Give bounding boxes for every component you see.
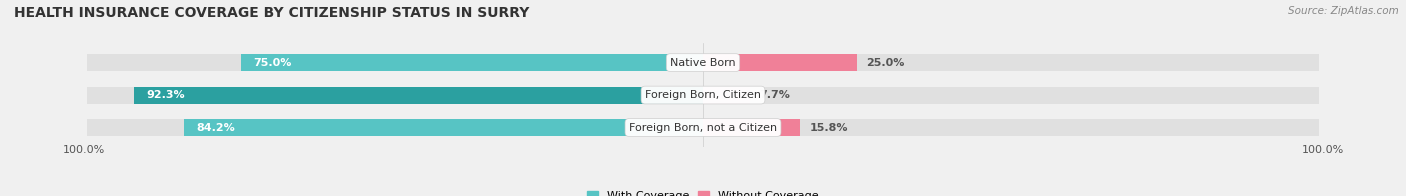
Bar — [703, 87, 751, 103]
Bar — [87, 119, 1319, 136]
Bar — [87, 54, 1319, 71]
Text: 7.7%: 7.7% — [759, 90, 790, 100]
Text: 100.0%: 100.0% — [62, 145, 104, 155]
Text: 92.3%: 92.3% — [146, 90, 186, 100]
Text: Foreign Born, not a Citizen: Foreign Born, not a Citizen — [628, 122, 778, 132]
Text: 25.0%: 25.0% — [866, 58, 904, 68]
Text: 15.8%: 15.8% — [810, 122, 848, 132]
Text: Foreign Born, Citizen: Foreign Born, Citizen — [645, 90, 761, 100]
Bar — [135, 87, 703, 103]
Bar — [87, 87, 1319, 103]
Text: 75.0%: 75.0% — [253, 58, 291, 68]
Bar — [703, 54, 858, 71]
Bar — [240, 54, 703, 71]
Text: HEALTH INSURANCE COVERAGE BY CITIZENSHIP STATUS IN SURRY: HEALTH INSURANCE COVERAGE BY CITIZENSHIP… — [14, 6, 530, 20]
Text: 84.2%: 84.2% — [197, 122, 235, 132]
Bar — [184, 119, 703, 136]
Legend: With Coverage, Without Coverage: With Coverage, Without Coverage — [582, 187, 824, 196]
Bar — [703, 119, 800, 136]
Text: Source: ZipAtlas.com: Source: ZipAtlas.com — [1288, 6, 1399, 16]
Text: 100.0%: 100.0% — [1302, 145, 1344, 155]
Text: Native Born: Native Born — [671, 58, 735, 68]
